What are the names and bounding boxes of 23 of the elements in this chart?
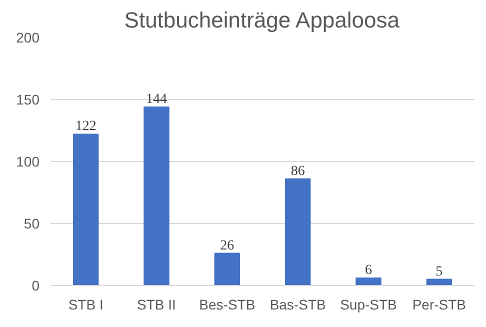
data-label: 26 xyxy=(220,238,234,254)
bar xyxy=(72,134,99,286)
bar xyxy=(356,278,382,286)
bar xyxy=(144,106,170,286)
x-tick-label: STB I xyxy=(68,296,104,312)
bar xyxy=(214,252,240,286)
y-tick-label: 0 xyxy=(32,278,40,294)
x-tick-label: Bes-STB xyxy=(199,296,256,312)
data-label: 5 xyxy=(436,264,443,280)
x-tick-label: Sup-STB xyxy=(340,296,397,312)
data-label: 144 xyxy=(146,92,167,107)
x-tick-label: STB II xyxy=(137,296,176,312)
data-label: 86 xyxy=(290,164,305,179)
x-tick-label: Bas-STB xyxy=(270,296,326,312)
data-label: 122 xyxy=(75,119,96,134)
y-tick-label: 50 xyxy=(24,216,40,232)
chart-title: Stutbucheinträge Appaloosa xyxy=(124,8,400,32)
x-tick-label: Per-STB xyxy=(412,296,466,312)
data-label: 6 xyxy=(365,263,372,278)
y-tick-label: 200 xyxy=(16,30,40,46)
y-tick-label: 150 xyxy=(16,92,40,108)
y-tick-label: 100 xyxy=(16,154,40,170)
bar xyxy=(284,178,311,286)
